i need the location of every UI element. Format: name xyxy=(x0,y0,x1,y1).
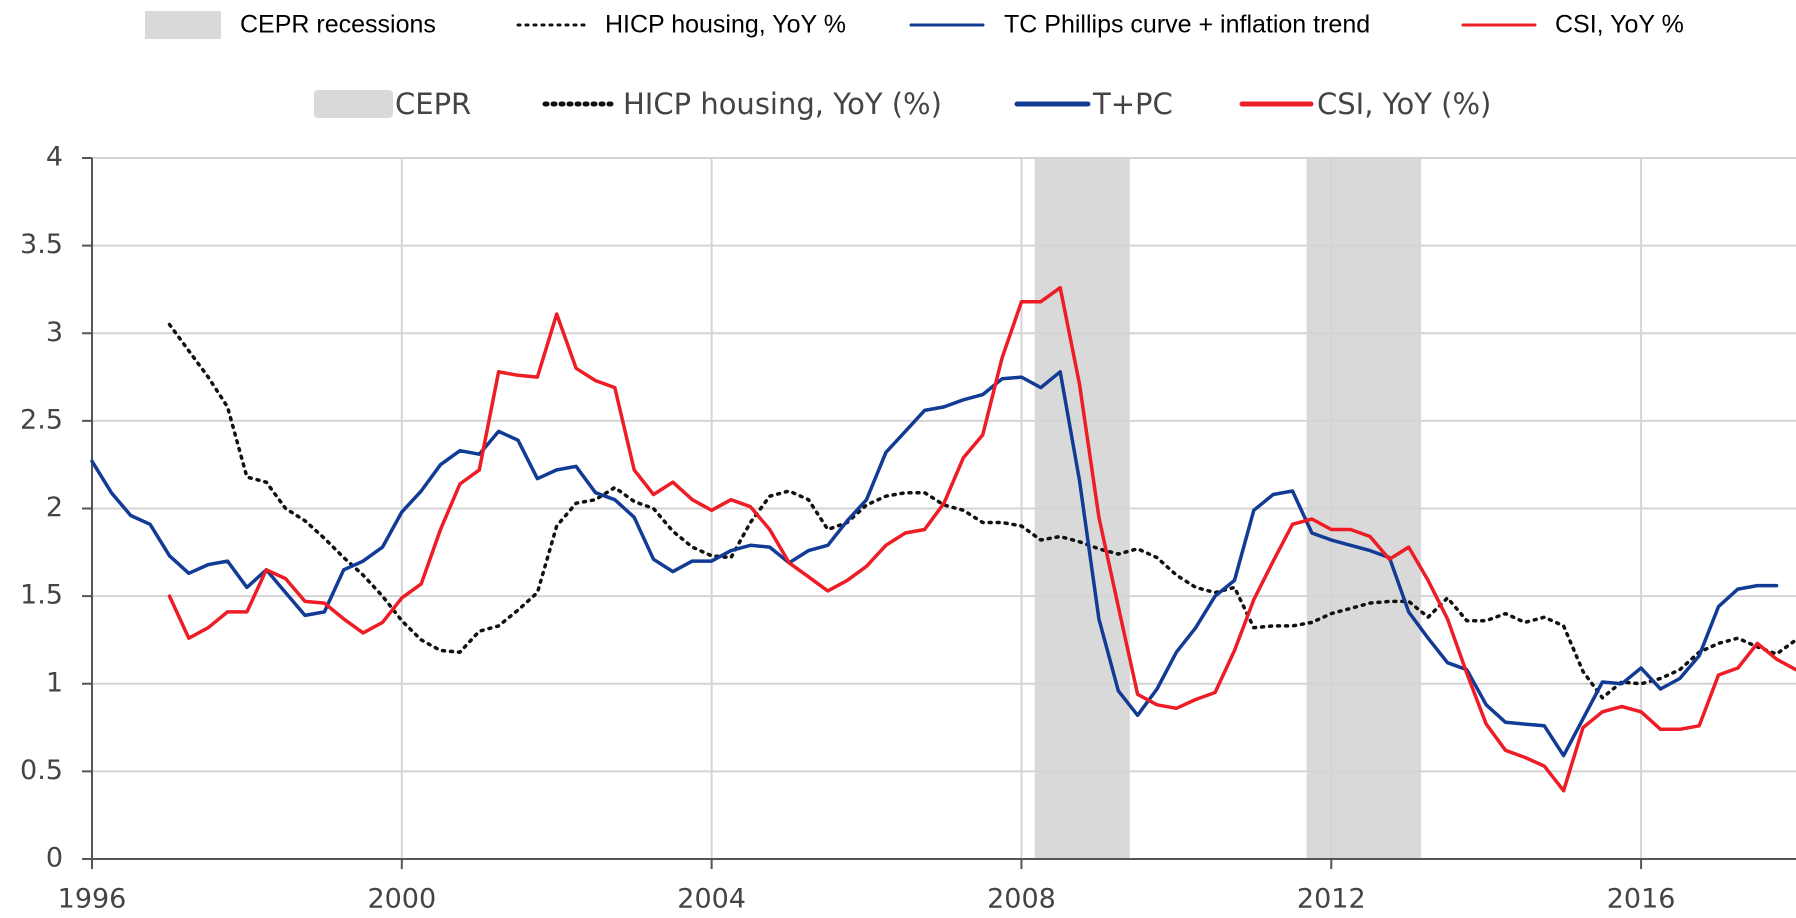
series-line xyxy=(167,322,1796,700)
x-tick-label: 2004 xyxy=(677,884,746,915)
x-tick-label: 2008 xyxy=(987,884,1056,915)
legend-label: HICP housing, YoY (%) xyxy=(623,87,942,121)
y-tick-label: 1.5 xyxy=(20,580,63,611)
legend-label: CSI, YoY (%) xyxy=(1317,87,1491,121)
legend-label: CEPR xyxy=(395,87,471,121)
overlay-legend-label: CEPR recessions xyxy=(240,11,436,39)
y-tick-label: 3 xyxy=(46,317,63,348)
overlay-legend-label: HICP housing, YoY % xyxy=(605,11,846,39)
y-tick-label: 0 xyxy=(46,843,63,874)
series-line xyxy=(167,285,1796,793)
y-tick-label: 0.5 xyxy=(20,755,63,786)
y-tick-label: 4 xyxy=(46,142,63,173)
x-tick-label: 2012 xyxy=(1297,884,1366,915)
series-line xyxy=(90,370,1779,758)
overlay-legend-label: CSI, YoY % xyxy=(1555,11,1684,39)
x-tick-label: 2016 xyxy=(1607,884,1676,915)
x-tick-label: 2000 xyxy=(367,884,436,915)
y-tick-label: 2.5 xyxy=(20,404,63,435)
y-tick-label: 1 xyxy=(46,667,63,698)
legend-swatch xyxy=(314,90,393,118)
overlay-legend-label: TC Phillips curve + inflation trend xyxy=(1004,11,1370,39)
y-tick-label: 2 xyxy=(46,492,63,523)
x-tick-label: 1996 xyxy=(58,884,127,915)
legend-label: T+PC xyxy=(1092,87,1173,121)
y-tick-label: 3.5 xyxy=(20,229,63,260)
overlay-legend-swatch xyxy=(145,11,221,39)
